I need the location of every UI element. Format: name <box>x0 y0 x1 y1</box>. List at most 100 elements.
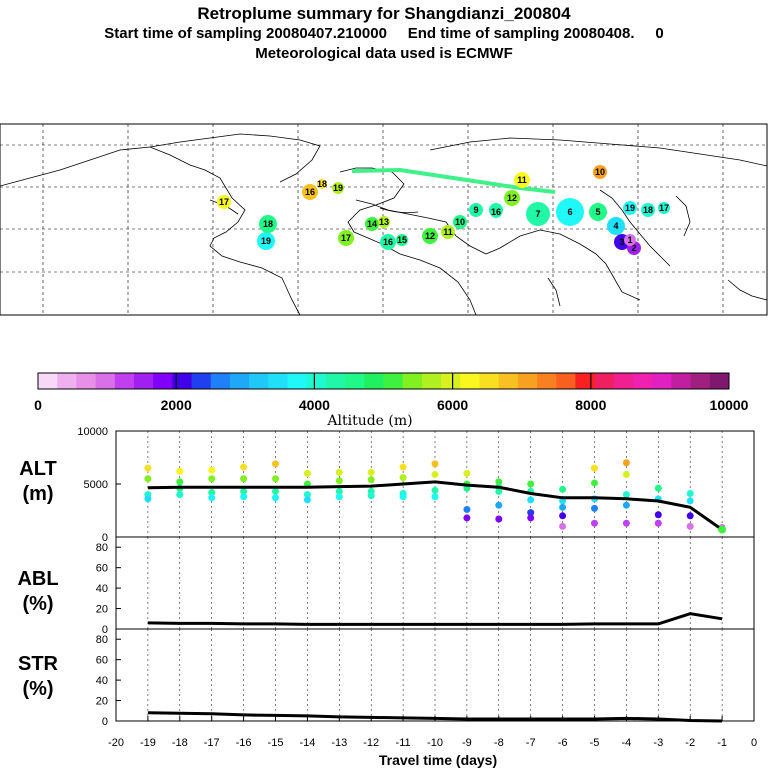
y-tick-label: 5000 <box>84 479 108 491</box>
y-tick-label: 20 <box>96 696 108 708</box>
plume-centroid <box>589 203 607 221</box>
altitude-sample-point <box>431 460 439 468</box>
altitude-sample-point <box>208 475 216 483</box>
plume-centroid <box>658 202 670 214</box>
altitude-sample-point <box>399 463 407 471</box>
altitude-sample-point <box>654 519 662 527</box>
panel-1: 0 20 40 60 80 <box>96 536 755 636</box>
altitude-sample-point <box>686 512 694 520</box>
plume-day-label: 11 <box>517 175 527 185</box>
plume-day-label: 19 <box>333 183 343 193</box>
altitude-sample-point <box>559 485 567 493</box>
x-tick-label: 0 <box>751 737 757 749</box>
plume-day-label: 6 <box>567 207 572 217</box>
altitude-sample-point <box>622 519 630 527</box>
plume-day-label: 2 <box>631 243 636 253</box>
alt-panel-unit: (m) <box>22 483 53 505</box>
colorbar-tick-label: 10000 <box>710 397 749 413</box>
colorbar-swatch <box>268 373 289 389</box>
y-tick-label: 40 <box>96 675 108 687</box>
alt-panel-label: ALT <box>19 458 56 480</box>
altitude-sample-point <box>463 469 471 477</box>
altitude-sample-point <box>335 487 343 495</box>
x-tick-label: -9 <box>462 737 472 749</box>
panel-2: 0 20 40 60 80 <box>96 628 755 728</box>
colorbar-title: Altitude (m) <box>326 413 412 429</box>
series-line <box>147 612 723 626</box>
x-tick-label: -5 <box>590 737 600 749</box>
colorbar-swatch <box>402 373 423 389</box>
colorbar-tick-label: 8000 <box>575 397 606 413</box>
plume-centroid <box>556 198 584 226</box>
x-tick-label: -3 <box>653 737 663 749</box>
y-tick-label: 10000 <box>77 426 108 438</box>
colorbar-swatch <box>556 373 576 389</box>
altitude-sample-point <box>622 470 630 478</box>
plume-centroid <box>526 202 550 226</box>
x-tick-label: -14 <box>299 737 315 749</box>
altitude-sample-point <box>272 494 279 502</box>
colorbar-tick-label: 4000 <box>299 397 330 413</box>
altitude-sample-point <box>176 478 184 486</box>
x-tick-label: -13 <box>331 737 347 749</box>
y-tick-label: 60 <box>96 655 108 667</box>
plume-day-label: 4 <box>613 221 618 231</box>
str-panel-unit: (%) <box>22 678 53 700</box>
colorbar-swatch <box>172 373 193 389</box>
abl-panel-unit: (%) <box>22 593 53 615</box>
plume-day-label: 18 <box>263 219 273 229</box>
altitude-sample-point <box>495 487 503 495</box>
altitude-sample-point <box>686 522 694 530</box>
plume-centroid <box>259 215 277 233</box>
altitude-sample-point <box>591 504 598 512</box>
colorbar-swatch <box>76 373 97 389</box>
altitude-sample-point <box>622 501 630 509</box>
plume-day-label: 19 <box>625 203 635 213</box>
altitude-sample-point <box>591 519 598 527</box>
altitude-sample-point <box>303 491 311 499</box>
altitude-sample-point <box>559 522 567 530</box>
colorbar-swatch <box>345 373 365 389</box>
colorbar-swatch <box>249 373 269 389</box>
plume-centroid <box>453 215 467 229</box>
plume-centroid <box>257 232 275 250</box>
colorbar-tick-label: 2000 <box>161 397 192 413</box>
x-tick-label: -10 <box>427 737 443 749</box>
altitude-sample-point <box>654 484 662 492</box>
colorbar-swatch <box>114 373 135 389</box>
plume-day-label: 12 <box>425 231 435 241</box>
plume-centroid <box>504 190 520 206</box>
altitude-sample-point <box>240 493 248 501</box>
plume-day-label: 18 <box>317 179 327 189</box>
altitude-sample-point <box>303 469 311 477</box>
x-axis-title: Travel time (days) <box>379 752 497 768</box>
altitude-sample-point <box>272 487 279 495</box>
plume-centroid <box>624 234 636 246</box>
altitude-colorbar: 0 2000 4000 6000 8000 10000 <box>34 372 749 413</box>
colorbar-swatch <box>57 373 77 389</box>
altitude-sample-point <box>559 512 567 520</box>
x-tick-label: -8 <box>494 737 504 749</box>
altitude-sample-point <box>559 503 567 511</box>
x-tick-label: -12 <box>363 737 379 749</box>
colorbar-swatch <box>690 373 711 389</box>
altitude-sample-point <box>144 464 152 472</box>
altitude-sample-point <box>463 514 471 522</box>
plume-day-label: 5 <box>595 207 600 217</box>
abl-panel-label: ABL <box>17 568 58 590</box>
colorbar-swatch <box>38 373 58 389</box>
altitude-sample-point <box>591 479 598 487</box>
x-tick-label: -16 <box>236 737 252 749</box>
plume-centroid <box>469 203 483 217</box>
altitude-sample-point <box>591 464 598 472</box>
altitude-sample-point <box>176 467 184 475</box>
plume-centroid <box>623 201 637 215</box>
x-tick-label: -6 <box>558 737 568 749</box>
colorbar-swatch <box>229 373 250 389</box>
colorbar-swatch <box>133 373 154 389</box>
altitude-sample-point <box>335 468 343 476</box>
plume-centroid <box>607 217 625 235</box>
x-tick-label: -18 <box>172 737 188 749</box>
plume-centroid <box>514 172 530 188</box>
